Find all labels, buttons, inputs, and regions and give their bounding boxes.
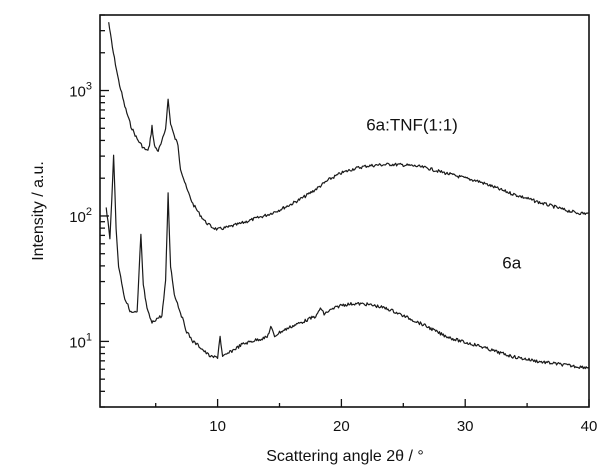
plot-frame	[99, 14, 590, 408]
y-axis-ticks: 101 102 103	[69, 14, 109, 408]
series-line-1	[105, 154, 590, 370]
x-tick-label: 40	[581, 418, 598, 435]
series-label-1: 6a	[502, 254, 521, 273]
y-tick-label: 101	[69, 331, 92, 351]
x-tick-label: 20	[333, 418, 350, 435]
x-axis-ticks: 10 20 30 40	[155, 399, 598, 435]
y-tick-label: 102	[69, 206, 92, 226]
series-traces	[105, 22, 590, 370]
x-tick-label: 30	[457, 418, 474, 435]
x-tick-label: 10	[209, 418, 226, 435]
series-line-0	[108, 22, 590, 231]
y-axis-label: Intensity / a.u.	[30, 161, 47, 261]
series-label-0: 6a:TNF(1:1)	[366, 116, 458, 135]
x-axis-label: Scattering angle 2θ / °	[266, 448, 424, 465]
y-tick-label: 103	[69, 81, 92, 101]
series-labels: 6a:TNF(1:1) 6a	[366, 116, 522, 273]
